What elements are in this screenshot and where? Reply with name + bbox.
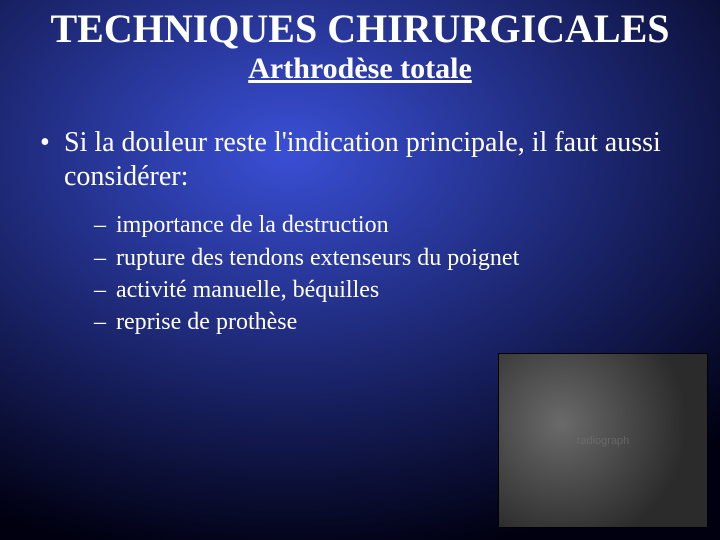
slide-body: Si la douleur reste l'indication princip… — [0, 86, 720, 339]
sub-bullet-item: activité manuelle, béquilles — [94, 274, 684, 306]
sub-bullet-item: importance de la destruction — [94, 209, 684, 241]
sub-bullet-item: rupture des tendons extenseurs du poigne… — [94, 242, 684, 274]
xray-image: radiograph — [498, 353, 708, 528]
bullet-list: Si la douleur reste l'indication princip… — [36, 126, 684, 339]
bullet-item: Si la douleur reste l'indication princip… — [36, 126, 684, 339]
slide: TECHNIQUES CHIRURGICALES Arthrodèse tota… — [0, 0, 720, 540]
xray-placeholder-label: radiograph — [577, 435, 630, 447]
sub-bullet-item: reprise de prothèse — [94, 306, 684, 338]
slide-title: TECHNIQUES CHIRURGICALES — [0, 0, 720, 50]
bullet-text: Si la douleur reste l'indication princip… — [64, 127, 661, 192]
sub-bullet-list: importance de la destruction rupture des… — [64, 209, 684, 339]
slide-subtitle: Arthrodèse totale — [0, 52, 720, 86]
